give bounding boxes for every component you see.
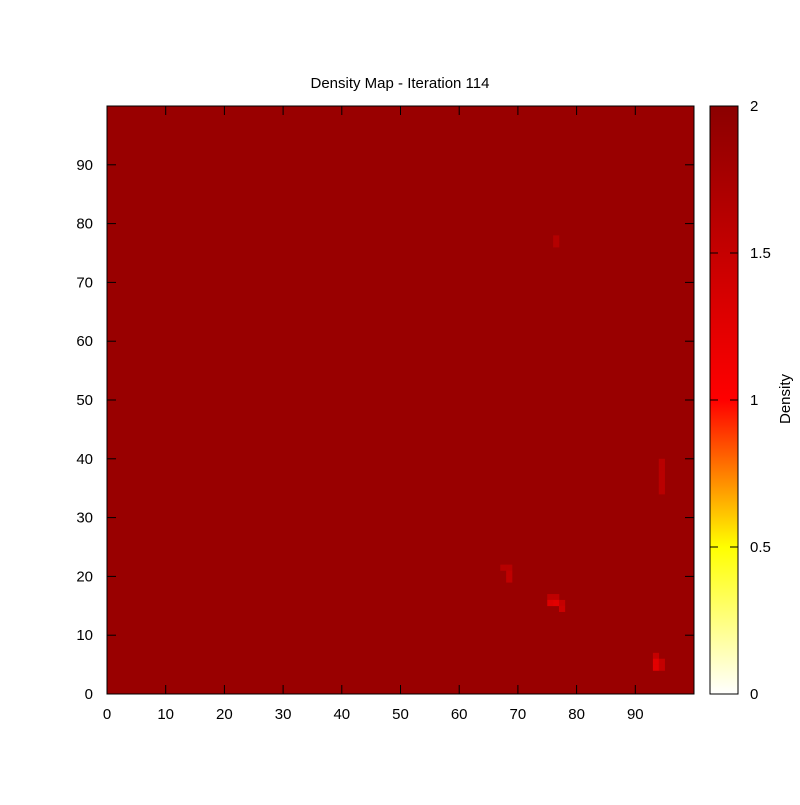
- x-tick-label: 10: [157, 706, 174, 723]
- heatmap-cell: [553, 599, 560, 607]
- colorbar-label: Density: [777, 373, 794, 424]
- heatmap-cell: [558, 605, 566, 612]
- y-tick-label: 60: [76, 333, 93, 350]
- heatmap-cell: [558, 599, 566, 607]
- y-tick-label: 70: [76, 274, 93, 291]
- heatmap-cell: [658, 482, 665, 489]
- heatmap-cell: [652, 658, 660, 665]
- y-tick-label: 90: [76, 157, 93, 174]
- heatmap-cell: [547, 599, 554, 607]
- y-tick-label: 30: [76, 510, 93, 527]
- y-tick-label: 0: [85, 686, 93, 703]
- heatmap-cell: [500, 564, 507, 571]
- heatmap-cell: [658, 464, 665, 471]
- heatmap-cell: [658, 476, 665, 483]
- x-tick-label: 20: [216, 706, 233, 723]
- colorbar-tick-label: 2: [750, 98, 758, 115]
- x-tick-label: 80: [568, 706, 585, 723]
- colorbar-tick-label: 0.5: [750, 539, 771, 556]
- y-tick-label: 20: [76, 568, 93, 585]
- x-tick-label: 0: [103, 706, 111, 723]
- y-tick-label: 40: [76, 451, 93, 468]
- colorbar-tick-label: 1: [750, 392, 758, 409]
- axes: 0 10 20 30 40 50 60 70 80 90 0 10 20 30 40 50 60 70 80 90: [76, 105, 695, 723]
- heatmap-cell: [553, 235, 560, 242]
- x-tick-label: 50: [392, 706, 409, 723]
- plot-area: [107, 106, 694, 694]
- y-tick-label: 10: [76, 627, 93, 644]
- x-tick-label: 60: [451, 706, 468, 723]
- heatmap-cell: [506, 564, 513, 571]
- heatmap-cell: [658, 488, 665, 495]
- colorbar-tick-label: 0: [750, 686, 758, 703]
- colorbar-tick-label: 1.5: [750, 245, 771, 262]
- x-tick-label: 90: [627, 706, 644, 723]
- x-tick-label: 70: [510, 706, 527, 723]
- heatmap-cell: [652, 652, 660, 660]
- heatmap-background: [107, 106, 694, 694]
- heatmap-cell: [506, 576, 513, 583]
- y-tick-label: 80: [76, 216, 93, 233]
- colorbar: 0 0.5 1 1.5 2: [709, 98, 771, 703]
- heatmap-cell: [506, 570, 513, 577]
- heatmap-cell: [553, 241, 560, 248]
- x-tick-label: 30: [275, 706, 292, 723]
- heatmap-cell: [658, 470, 665, 477]
- heatmap-cell: [658, 458, 665, 465]
- heatmap-cell: [652, 664, 660, 671]
- heatmap-cell: [547, 594, 554, 601]
- chart-title: Density Map - Iteration 114: [311, 75, 490, 92]
- x-tick-label: 40: [333, 706, 350, 723]
- heatmap-cell: [658, 658, 665, 665]
- heatmap-cell: [658, 664, 665, 671]
- heatmap-cell: [553, 594, 560, 601]
- y-tick-label: 50: [76, 392, 93, 409]
